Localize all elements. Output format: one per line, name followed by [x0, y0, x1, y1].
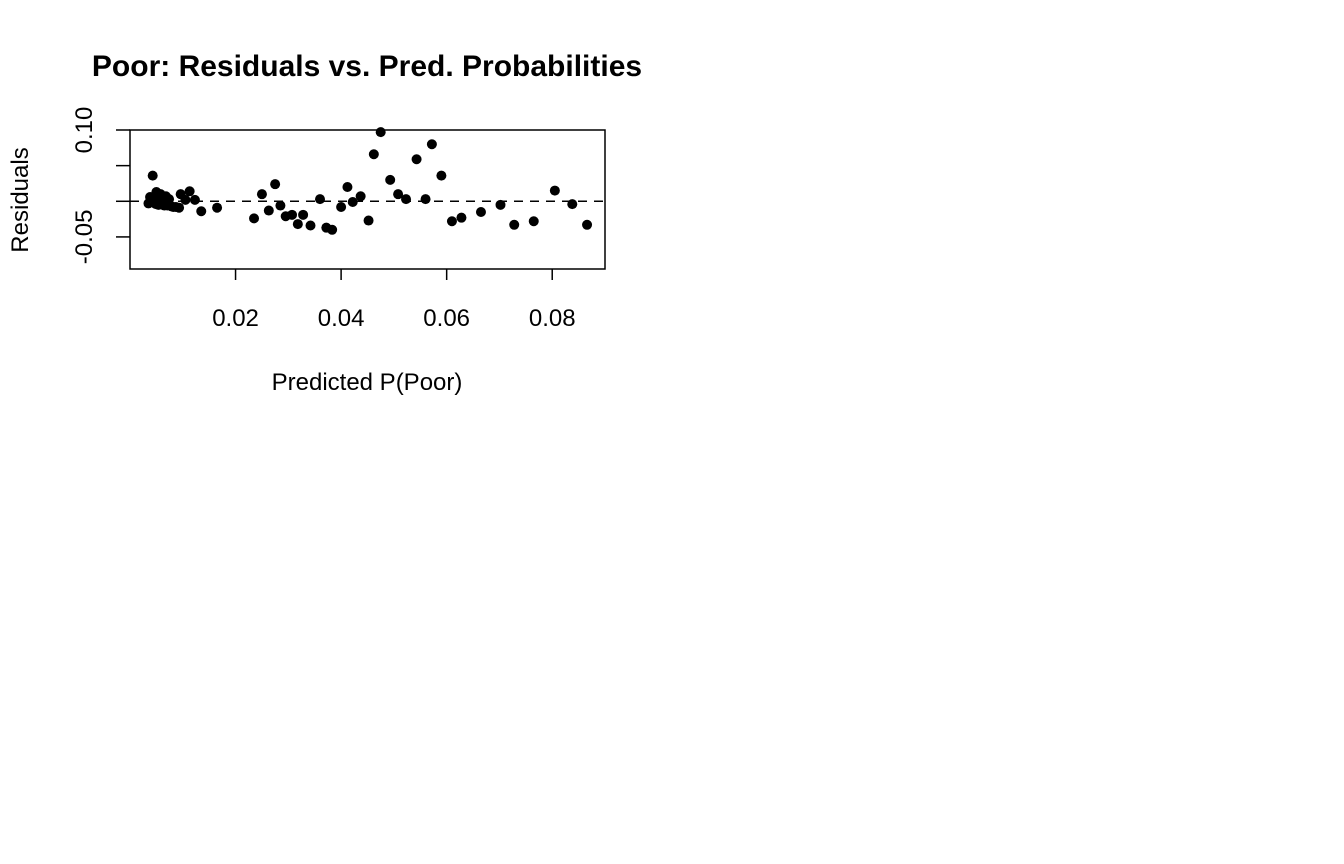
- data-point: [495, 199, 506, 210]
- data-point: [249, 213, 260, 224]
- data-point: [327, 224, 338, 235]
- data-point: [528, 216, 539, 227]
- chart-title: Poor: Residuals vs. Pred. Probabilities: [92, 50, 642, 83]
- data-point: [184, 186, 195, 197]
- data-point: [196, 206, 207, 217]
- data-point: [263, 205, 274, 216]
- plot-box: [129, 129, 606, 270]
- data-point: [475, 206, 486, 217]
- x-axis-label: Predicted P(Poor): [272, 369, 463, 396]
- data-point: [287, 209, 298, 220]
- data-point: [189, 194, 200, 205]
- data-point: [298, 209, 309, 220]
- x-axis: 0.02 0.04 0.06 0.08: [212, 269, 576, 332]
- data-point: [509, 219, 520, 230]
- data-point: [347, 196, 358, 207]
- x-tick-label: 0.02: [212, 305, 259, 332]
- y-axis-label: Residuals: [7, 147, 34, 252]
- data-point: [270, 179, 281, 190]
- data-point: [336, 201, 347, 212]
- data-point: [549, 185, 560, 196]
- data-point: [456, 212, 467, 223]
- y-tick-label: 0.10: [71, 107, 98, 154]
- data-point: [375, 127, 386, 138]
- data-point: [401, 194, 412, 205]
- x-tick-label: 0.08: [529, 305, 576, 332]
- y-axis: -0.05 0.10: [71, 107, 130, 265]
- data-point: [363, 215, 374, 226]
- data-point: [567, 199, 578, 210]
- data-point: [174, 202, 185, 213]
- data-point: [446, 216, 457, 227]
- data-point: [355, 191, 366, 202]
- data-point: [275, 200, 286, 211]
- data-point: [256, 189, 267, 200]
- y-tick-label: -0.05: [71, 210, 98, 265]
- data-point: [426, 139, 437, 150]
- data-point: [368, 149, 379, 160]
- data-point: [212, 202, 223, 213]
- x-tick-label: 0.06: [423, 305, 470, 332]
- data-point: [147, 170, 158, 181]
- data-point: [393, 189, 404, 200]
- data-points: [143, 127, 593, 235]
- data-point: [305, 220, 316, 231]
- data-point: [292, 219, 303, 230]
- data-point: [180, 194, 191, 205]
- data-point: [385, 174, 396, 185]
- data-point: [436, 170, 447, 181]
- data-point: [315, 194, 325, 205]
- data-point: [342, 182, 353, 193]
- x-tick-label: 0.04: [318, 305, 365, 332]
- data-point: [420, 194, 431, 205]
- data-point: [582, 219, 593, 230]
- data-point: [411, 154, 422, 165]
